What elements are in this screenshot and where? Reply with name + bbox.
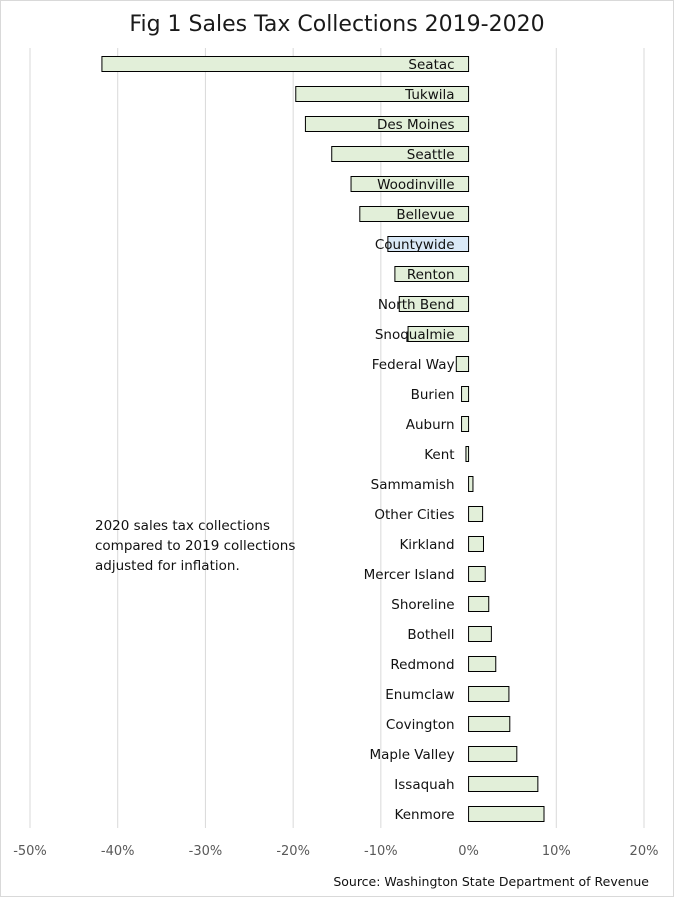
x-tick-label: -40% (101, 844, 135, 859)
bar-auburn (461, 416, 470, 432)
x-tick-label: 0% (458, 844, 479, 859)
x-axis-ticks: -50% -40% -30% -20% -10% 0% 10% 20% (13, 844, 658, 859)
bar-kent (465, 446, 470, 462)
bar-countywide (387, 236, 470, 252)
x-tick-label: 10% (542, 844, 571, 859)
category-label: Seatac (408, 57, 454, 73)
bars (101, 56, 545, 822)
category-label: Other Cities (374, 507, 454, 523)
bar-snoqualmie (407, 326, 470, 342)
category-label: Federal Way (372, 357, 455, 373)
bar-mercer-island (468, 566, 486, 582)
bar-burien (461, 386, 470, 402)
source-note: Source: Washington State Department of R… (333, 874, 649, 889)
category-label: Covington (386, 717, 455, 733)
x-tick-label: -20% (276, 844, 310, 859)
category-label: Redmond (390, 657, 454, 673)
category-label: Shoreline (391, 597, 454, 613)
category-label: Kirkland (399, 537, 454, 553)
bar-covington (468, 716, 511, 732)
bar-bothell (468, 626, 492, 642)
category-label: Enumclaw (385, 687, 454, 703)
category-label: Bothell (407, 627, 454, 643)
bar-kirkland (468, 536, 484, 552)
bar-bellevue (359, 206, 470, 222)
gridlines (29, 48, 645, 828)
category-label: Kenmore (395, 807, 455, 823)
chart-title: Fig 1 Sales Tax Collections 2019-2020 (129, 12, 545, 37)
category-label: Des Moines (377, 117, 455, 133)
x-tick-label: -50% (13, 844, 47, 859)
category-label: Maple Valley (369, 747, 454, 763)
x-tick-label: -10% (364, 844, 398, 859)
category-label: Tukwila (404, 87, 454, 103)
bar-maple-valley (468, 746, 518, 762)
bar-sammamish (468, 476, 474, 492)
bar-des-moines (304, 116, 470, 132)
category-label: Snoqualmie (375, 327, 455, 343)
category-label: Seattle (407, 147, 455, 163)
bar-kenmore (468, 806, 545, 822)
bar-issaquah (468, 776, 539, 792)
x-tick-label: -30% (189, 844, 223, 859)
category-labels: Seatac Tukwila Des Moines Seattle Woodinvill… (364, 57, 455, 823)
category-label: Countywide (375, 237, 455, 253)
category-label: Mercer Island (364, 567, 455, 583)
category-label: Renton (407, 267, 455, 283)
bar-enumclaw (468, 686, 510, 702)
x-tick-label: 20% (630, 844, 659, 859)
bar-redmond (468, 656, 497, 672)
bar-renton (394, 266, 470, 282)
category-label: Sammamish (371, 477, 455, 493)
bar-woodinville (350, 176, 470, 192)
category-label: Issaquah (394, 777, 454, 793)
bar-shoreline (468, 596, 490, 612)
category-label: Kent (424, 447, 454, 463)
annotation-note: 2020 sales tax collections compared to 2… (95, 518, 296, 574)
bar-north-bend (398, 296, 470, 312)
category-label: Bellevue (396, 207, 454, 223)
bar-seattle (331, 146, 470, 162)
category-label: North Bend (378, 297, 455, 313)
category-label: Burien (411, 387, 455, 403)
category-label: Auburn (406, 417, 455, 433)
bar-tukwila (295, 86, 470, 102)
category-label: Woodinville (377, 177, 455, 193)
bar-federal-way (455, 356, 470, 372)
bar-other-cities (468, 506, 484, 522)
bar-seatac (101, 56, 470, 72)
